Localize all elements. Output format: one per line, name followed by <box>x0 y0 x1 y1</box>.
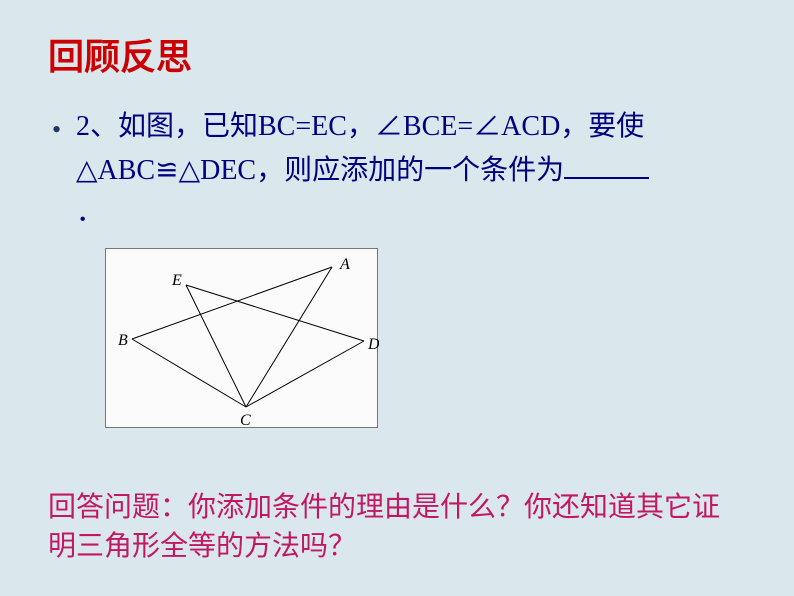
svg-text:E: E <box>171 272 182 289</box>
bullet-marker: • <box>52 115 61 145</box>
svg-text:C: C <box>240 412 251 429</box>
svg-text:B: B <box>118 332 128 349</box>
problem-line3: ． <box>76 197 104 228</box>
geometry-figure: A E B D C <box>105 248 378 428</box>
problem-statement: 2、如图，已知BC=EC，∠BCE=∠ACD，要使 △ABC≌△DEC，则应添加… <box>76 106 744 234</box>
fill-blank <box>564 148 649 179</box>
problem-line2: △ABC≌△DEC，则应添加的一个条件为 <box>76 155 564 186</box>
page-title: 回顾反思 <box>48 28 192 80</box>
svg-text:D: D <box>367 336 379 353</box>
title-text: 回顾反思 <box>48 36 192 77</box>
question-text: 回答问题：你添加条件的理由是什么？你还知道其它证明三角形全等的方法吗？ <box>48 492 720 562</box>
problem-line1: 2、如图，已知BC=EC，∠BCE=∠ACD，要使 <box>76 111 644 142</box>
followup-question: 回答问题：你添加条件的理由是什么？你还知道其它证明三角形全等的方法吗？ <box>48 488 744 566</box>
figure-svg: A E B D C <box>106 249 379 429</box>
svg-text:A: A <box>339 256 350 273</box>
